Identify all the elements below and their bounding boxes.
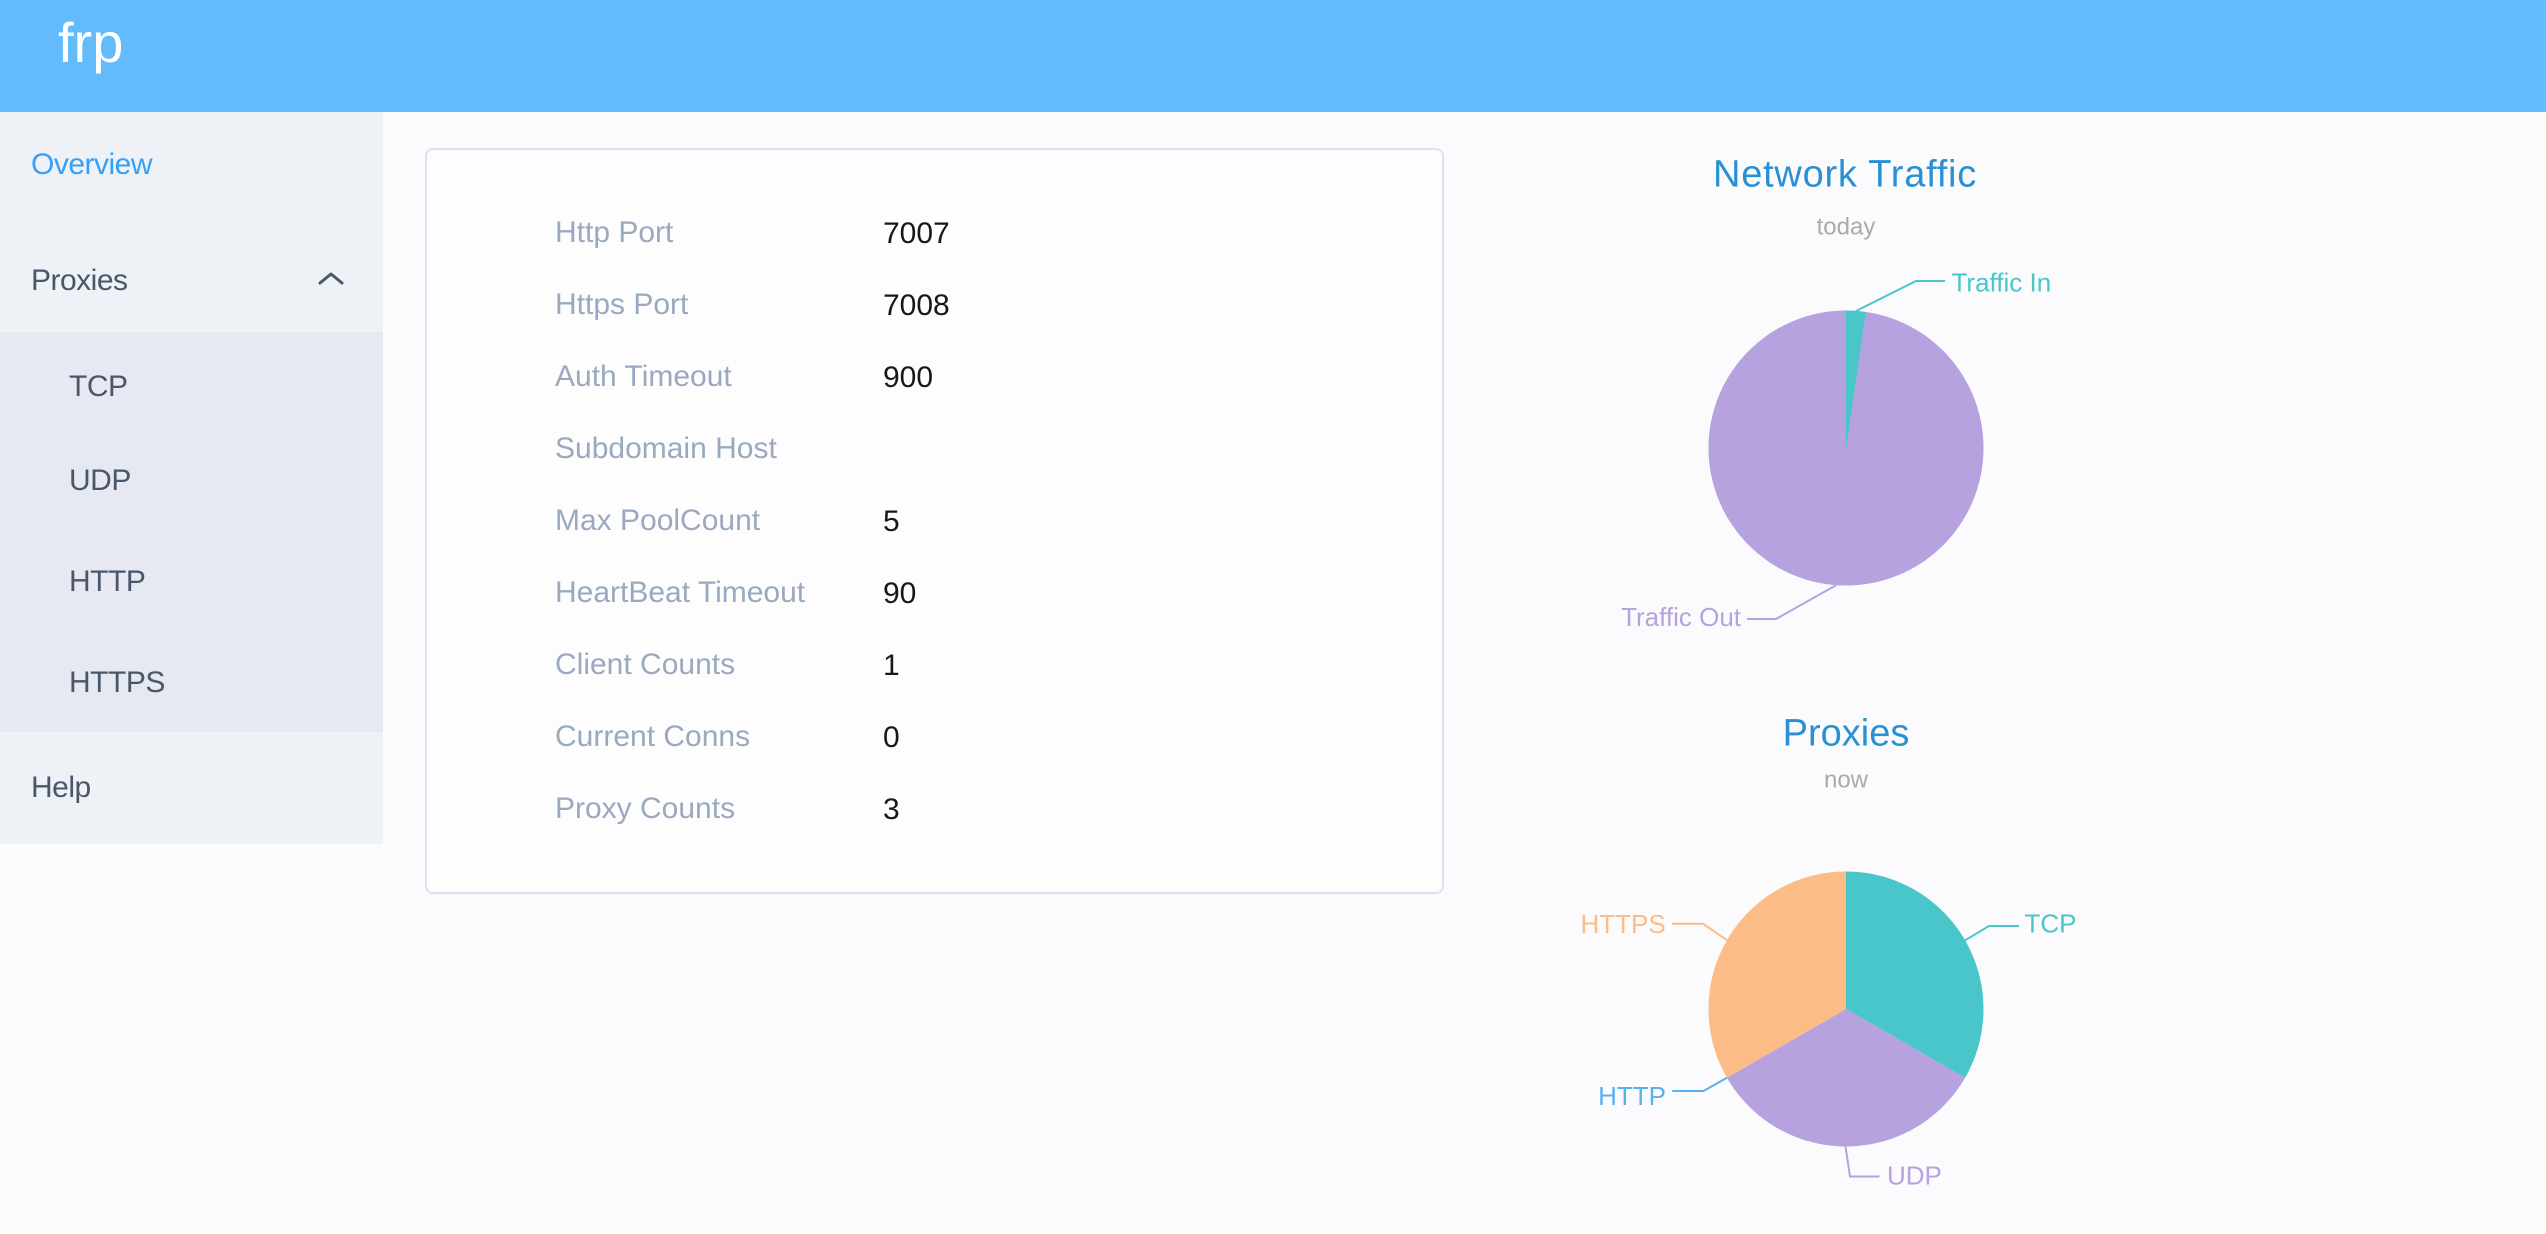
svg-text:now: now [1824, 767, 1869, 794]
svg-text:UDP: UDP [1887, 1160, 1942, 1190]
svg-text:HTTP: HTTP [1598, 1081, 1666, 1111]
svg-text:Network Traffic: Network Traffic [1713, 154, 1977, 196]
svg-text:TCP: TCP [2025, 909, 2077, 939]
svg-text:Traffic Out: Traffic Out [1621, 602, 1742, 632]
svg-text:Proxies: Proxies [1783, 713, 1910, 755]
svg-text:Traffic In: Traffic In [1952, 268, 2052, 298]
svg-text:today: today [1817, 214, 1876, 241]
svg-text:HTTPS: HTTPS [1580, 909, 1665, 939]
